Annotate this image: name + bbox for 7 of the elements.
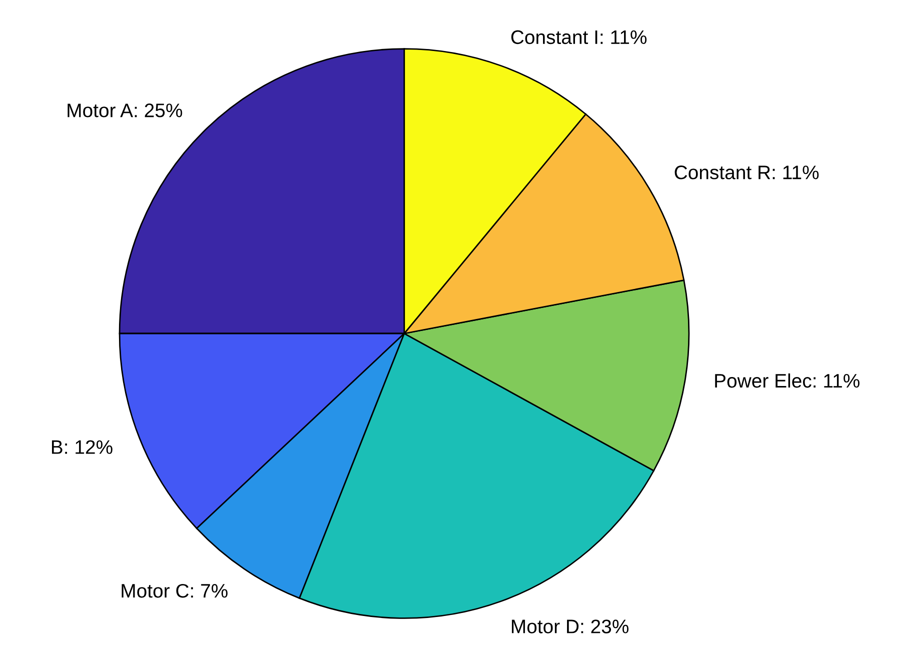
- slice-label: Motor C: 7%: [122, 584, 228, 598]
- slice-label: B: 12%: [52, 440, 112, 454]
- slice-label: Constant I: 11%: [511, 30, 647, 44]
- slice-label: Motor D: 23%: [512, 620, 629, 634]
- slice-label: Constant R: 11%: [674, 166, 819, 180]
- slice-label: Power Elec: 11%: [715, 373, 860, 388]
- slice-label: Motor A: 25%: [68, 104, 182, 118]
